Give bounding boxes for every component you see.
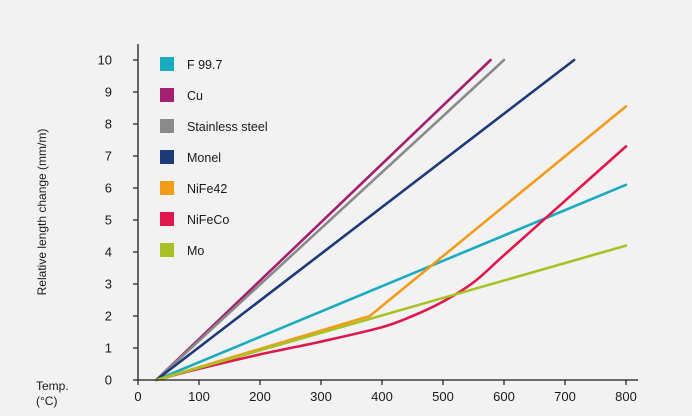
legend-label-monel: Monel <box>187 151 221 165</box>
y-tick-label: 9 <box>105 85 112 100</box>
series-lines <box>155 58 628 382</box>
x-tick-label: 100 <box>188 389 210 404</box>
x-tick-label: 600 <box>493 389 515 404</box>
legend-swatch-monel <box>160 150 174 164</box>
x-tick-label: 700 <box>554 389 576 404</box>
series-line-stainless-steel <box>155 58 506 382</box>
x-tick-label: 400 <box>371 389 393 404</box>
legend-label-f-99-7: F 99.7 <box>187 58 222 72</box>
series-line-nifeco <box>155 145 628 382</box>
y-tick-label: 6 <box>105 181 112 196</box>
legend-swatch-mo <box>160 243 174 257</box>
y-tick-label: 10 <box>98 53 112 68</box>
legend-swatch-f-99-7 <box>160 57 174 71</box>
y-tick-label: 4 <box>105 245 112 260</box>
y-tick-label: 7 <box>105 149 112 164</box>
x-tick-label: 0 <box>134 389 141 404</box>
x-tick-label: 500 <box>432 389 454 404</box>
y-tick-label: 2 <box>105 309 112 324</box>
y-tick-label: 5 <box>105 213 112 228</box>
legend-swatch-nifeco <box>160 212 174 226</box>
legend-label-stainless-steel: Stainless steel <box>187 120 268 134</box>
x-tick-label: 300 <box>310 389 332 404</box>
axis-tick-labels: 0 100 200 300 400 500 600 700 800 0 1 2 3 4 5 6 7 8 9 10 <box>98 53 637 405</box>
y-tick-label: 3 <box>105 277 112 292</box>
legend-label-nife42: NiFe42 <box>187 182 227 196</box>
x-tick-label: 800 <box>615 389 637 404</box>
legend-label-cu: Cu <box>187 89 203 103</box>
x-axis-title-line1: Temp. <box>36 379 69 393</box>
x-axis-title-line2: (°C) <box>36 394 57 408</box>
y-tick-label: 0 <box>105 373 112 388</box>
y-axis-title: Relative length change (mm/m) <box>35 129 49 296</box>
legend-label-mo: Mo <box>187 244 204 258</box>
legend: F 99.7 Cu Stainless steel Monel NiFe42 NiFeCo… <box>160 57 268 258</box>
series-line-cu <box>155 58 492 382</box>
legend-swatch-stainless-steel <box>160 119 174 133</box>
series-line-nife42 <box>155 105 628 382</box>
series-line-mo <box>155 244 628 382</box>
axis-ticks <box>133 59 627 385</box>
series-line-monel <box>155 58 576 382</box>
y-tick-label: 8 <box>105 117 112 132</box>
legend-label-nifeco: NiFeCo <box>187 213 229 227</box>
legend-swatch-nife42 <box>160 181 174 195</box>
y-tick-label: 1 <box>105 341 112 356</box>
legend-swatch-cu <box>160 88 174 102</box>
x-tick-label: 200 <box>249 389 271 404</box>
